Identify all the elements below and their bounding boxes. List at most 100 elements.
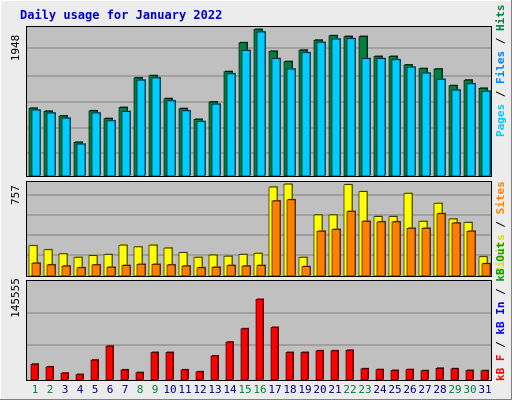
bar-sites-day-18 — [286, 199, 296, 277]
bar-files-day-22 — [346, 38, 356, 177]
x-tick-label: 13 — [208, 383, 221, 396]
bar-kb-f-day-12 — [195, 371, 204, 381]
bar-files-day-14 — [226, 73, 236, 177]
bar-files-day-11 — [181, 110, 191, 177]
bar-files-day-10 — [166, 100, 176, 177]
bar-sites-day-5 — [91, 264, 101, 277]
x-tick-label: 23 — [358, 383, 371, 396]
legend-part: kB F — [494, 355, 507, 382]
x-tick-label: 22 — [343, 383, 356, 396]
bar-kb-f-day-25 — [390, 370, 399, 381]
x-tick-label: 26 — [403, 383, 416, 396]
bar-sites-day-12 — [196, 267, 206, 277]
bar-files-day-20 — [316, 42, 326, 177]
x-tick-label: 11 — [178, 383, 191, 396]
bar-sites-day-16 — [256, 265, 266, 277]
legend-part: Visits — [494, 234, 507, 274]
bar-sites-day-29 — [451, 222, 461, 277]
bar-files-day-27 — [421, 72, 431, 177]
bar-files-day-9 — [151, 77, 161, 177]
bar-kb-f-day-6 — [105, 345, 114, 381]
x-tick-label: 2 — [47, 383, 54, 396]
bar-files-day-19 — [301, 52, 311, 177]
bar-sites-day-10 — [166, 264, 176, 277]
bar-kb-f-day-31 — [480, 370, 489, 381]
bar-sites-day-4 — [76, 267, 86, 277]
y-max-label-kbytes: 145555 — [9, 278, 22, 318]
bar-kb-f-day-11 — [180, 369, 189, 381]
x-tick-label: 6 — [107, 383, 114, 396]
bar-files-day-29 — [451, 89, 461, 177]
x-axis-labels: 1 2 3 4 5 6 7 8 9 10 11 12 13 14 15 16 17 18 19 20 21 22 23 24 2… — [32, 383, 492, 396]
x-tick-label: 14 — [223, 383, 237, 396]
bar-kb-f-day-16 — [255, 299, 264, 381]
bar-files-day-26 — [406, 66, 416, 177]
bar-sites-day-15 — [241, 265, 251, 277]
bar-sites-day-3 — [61, 265, 71, 277]
bar-files-day-28 — [436, 79, 446, 177]
bar-kb-f-day-27 — [420, 370, 429, 381]
bar-sites-day-27 — [421, 228, 431, 277]
bar-sites-day-30 — [466, 230, 476, 277]
bar-kb-f-day-10 — [165, 352, 174, 381]
bar-sites-day-11 — [181, 265, 191, 277]
bar-sites-day-1 — [31, 262, 41, 277]
legend-part: / — [494, 84, 507, 104]
chart-title: Daily usage for January 2022 — [20, 8, 222, 22]
legend-pages-files-hits: Pages / Files / Hits — [494, 5, 507, 138]
legend-part: Files — [494, 51, 507, 84]
x-tick-label: 3 — [62, 383, 69, 396]
bar-files-day-18 — [286, 68, 296, 177]
bar-sites-day-26 — [406, 228, 416, 277]
bar-files-day-8 — [136, 79, 146, 177]
y-max-label-visits: 757 — [9, 185, 22, 205]
x-tick-label: 20 — [313, 383, 326, 396]
bar-kb-f-day-17 — [270, 327, 279, 381]
x-tick-label: 24 — [373, 383, 387, 396]
bar-kb-f-day-28 — [435, 367, 444, 381]
x-tick-label: 15 — [238, 383, 251, 396]
bar-kb-f-day-18 — [285, 352, 294, 381]
bar-sites-day-8 — [136, 264, 146, 277]
legend-part: Sites — [494, 181, 507, 214]
bar-files-day-17 — [271, 58, 281, 177]
bar-kb-f-day-22 — [345, 350, 354, 381]
legend-kbytes: kB F / kB In / kB Out — [494, 242, 507, 381]
x-tick-label: 18 — [283, 383, 296, 396]
legend-part: kB Out — [494, 242, 507, 282]
bar-files-day-6 — [106, 120, 116, 177]
bars — [28, 28, 491, 381]
bar-files-day-24 — [376, 58, 386, 177]
bar-files-day-23 — [361, 58, 371, 177]
legend-part: / — [494, 31, 507, 51]
legend-part: Pages — [494, 104, 507, 137]
bar-sites-day-19 — [301, 266, 311, 277]
x-tick-label: 12 — [193, 383, 206, 396]
x-tick-label: 10 — [163, 383, 176, 396]
bar-sites-day-23 — [361, 221, 371, 277]
x-tick-label: 31 — [478, 383, 491, 396]
x-tick-label: 8 — [137, 383, 144, 396]
x-tick-label: 1 — [32, 383, 39, 396]
legend-part: kB In — [494, 302, 507, 335]
legend-part: / — [494, 282, 507, 302]
bar-files-day-15 — [241, 50, 251, 177]
x-tick-label: 28 — [433, 383, 446, 396]
bar-files-day-16 — [256, 31, 266, 177]
bar-kb-f-day-2 — [45, 366, 54, 381]
bar-sites-day-14 — [226, 265, 236, 277]
bar-sites-day-21 — [331, 229, 341, 277]
x-tick-label: 21 — [328, 383, 341, 396]
bar-sites-day-7 — [121, 265, 131, 277]
bar-sites-day-13 — [211, 266, 221, 277]
bar-files-day-12 — [196, 121, 206, 177]
bar-kb-f-day-19 — [300, 352, 309, 381]
bar-sites-day-20 — [316, 230, 326, 277]
bar-files-day-1 — [31, 109, 41, 177]
bar-files-day-31 — [481, 90, 491, 177]
bar-kb-f-day-14 — [225, 341, 234, 381]
bar-files-day-13 — [211, 103, 221, 177]
bar-kb-f-day-5 — [90, 359, 99, 381]
bar-sites-day-17 — [271, 200, 281, 277]
